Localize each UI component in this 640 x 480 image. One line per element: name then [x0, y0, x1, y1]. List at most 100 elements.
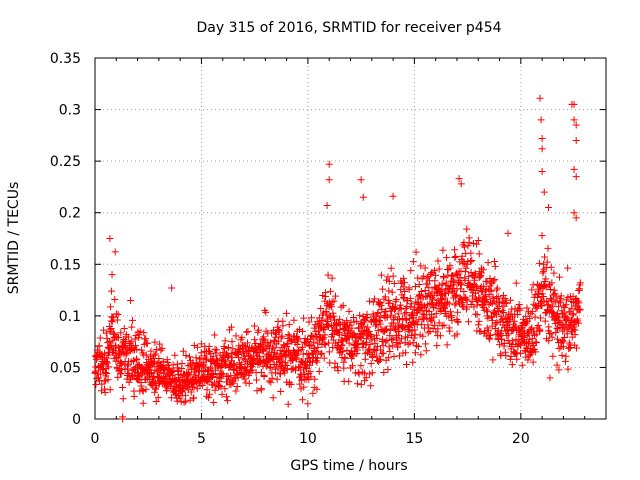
data-point [400, 283, 408, 291]
data-point [508, 337, 516, 345]
y-tick-label: 0.3 [59, 103, 81, 119]
data-point [180, 398, 188, 406]
data-point [481, 328, 489, 336]
data-point [326, 287, 334, 295]
data-point [103, 359, 111, 367]
data-point [445, 300, 453, 308]
data-point [496, 341, 504, 349]
data-point [576, 281, 584, 289]
data-point [112, 357, 120, 365]
data-point [198, 381, 206, 389]
data-point [452, 252, 460, 260]
data-point [440, 274, 448, 282]
y-tick-label: 0 [72, 412, 81, 428]
data-point [346, 327, 354, 335]
data-point [282, 309, 290, 317]
data-point [334, 367, 342, 375]
data-point [366, 297, 374, 305]
data-point [479, 266, 487, 274]
data-point [419, 332, 427, 340]
data-point [570, 209, 578, 217]
data-point [438, 280, 446, 288]
data-point [118, 359, 126, 367]
data-point [377, 302, 385, 310]
data-point [473, 301, 481, 309]
data-point [483, 295, 491, 303]
data-point [576, 279, 584, 287]
data-point [476, 273, 484, 281]
data-point [558, 351, 566, 359]
data-point [572, 137, 580, 145]
data-point [248, 366, 256, 374]
data-points [91, 94, 584, 423]
data-point [430, 313, 438, 321]
data-point [425, 284, 433, 292]
data-point [269, 394, 277, 402]
data-point [552, 298, 560, 306]
data-point [463, 296, 471, 304]
data-point [548, 333, 556, 341]
data-point [554, 313, 562, 321]
data-point [546, 374, 554, 382]
data-point [119, 395, 127, 403]
data-point [457, 281, 465, 289]
data-point [553, 309, 561, 317]
data-point [550, 286, 558, 294]
data-point [246, 352, 254, 360]
x-tick-label: 0 [91, 431, 100, 447]
data-point [193, 343, 201, 351]
data-point [374, 342, 382, 350]
data-point [124, 333, 132, 341]
data-point [386, 348, 394, 356]
data-point [405, 328, 413, 336]
data-point [280, 341, 288, 349]
data-point [432, 271, 440, 279]
data-point [446, 264, 454, 272]
data-point [550, 269, 558, 277]
axis-ticks [94, 57, 606, 420]
data-point [555, 317, 563, 325]
data-point [287, 366, 295, 374]
data-point [470, 303, 478, 311]
data-point [411, 349, 419, 357]
data-point [298, 371, 306, 379]
data-point [389, 335, 397, 343]
data-point [534, 321, 542, 329]
data-point [538, 302, 546, 310]
data-point [493, 318, 501, 326]
data-point [544, 244, 552, 252]
data-point [407, 267, 415, 275]
data-point [156, 369, 164, 377]
data-point [376, 356, 384, 364]
data-point [342, 322, 350, 330]
data-point [336, 315, 344, 323]
data-point [507, 352, 515, 360]
data-point [512, 336, 520, 344]
data-point [229, 345, 237, 353]
data-point [405, 286, 413, 294]
data-point [434, 325, 442, 333]
data-point [103, 354, 111, 362]
data-point [353, 346, 361, 354]
data-point [494, 293, 502, 301]
data-point [385, 277, 393, 285]
data-point [569, 310, 577, 318]
data-point [260, 333, 268, 341]
data-point [374, 327, 382, 335]
data-point [250, 356, 258, 364]
data-point [431, 277, 439, 285]
data-point [486, 332, 494, 340]
data-point [502, 299, 510, 307]
data-point [315, 368, 323, 376]
data-point [379, 342, 387, 350]
data-point [506, 355, 514, 363]
data-point [539, 292, 547, 300]
data-point [538, 145, 546, 153]
data-point [379, 285, 387, 293]
data-point [367, 382, 375, 390]
data-point [263, 359, 271, 367]
data-point [465, 272, 473, 280]
data-point [404, 340, 412, 348]
data-point [484, 314, 492, 322]
data-point [390, 319, 398, 327]
